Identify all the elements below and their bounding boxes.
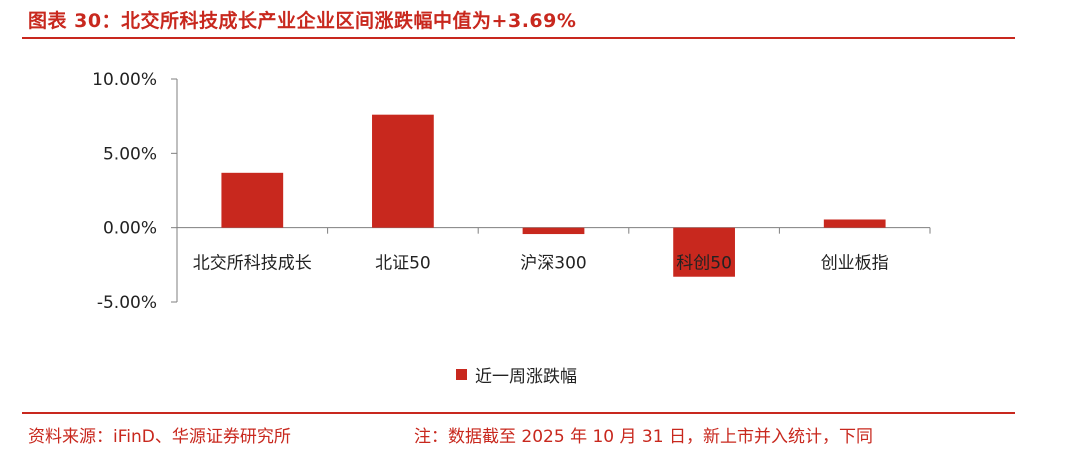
bar bbox=[221, 172, 284, 228]
bar bbox=[522, 227, 585, 235]
category-label: 北证50 bbox=[375, 254, 431, 274]
category-label: 沪深300 bbox=[520, 254, 586, 274]
bottom-rule bbox=[22, 412, 1015, 414]
bar bbox=[372, 114, 434, 228]
category-label: 科创50 bbox=[676, 254, 732, 274]
legend-label: 近一周涨跌幅 bbox=[475, 367, 577, 387]
chart-bars bbox=[221, 114, 886, 277]
y-tick-label: 10.00% bbox=[92, 70, 157, 90]
top-rule bbox=[22, 37, 1015, 39]
bar bbox=[673, 227, 735, 277]
bar bbox=[823, 219, 886, 228]
figure-title: 图表 30：北交所科技成长产业企业区间涨跌幅中值为+3.69% bbox=[28, 10, 577, 32]
y-tick-labels: 10.00% 5.00% 0.00% -5.00% bbox=[92, 70, 157, 313]
legend-swatch bbox=[456, 369, 467, 380]
data-note: 注：数据截至 2025 年 10 月 31 日，新上市并入统计，下同 bbox=[414, 427, 873, 447]
category-label: 创业板指 bbox=[821, 254, 889, 274]
y-tick-label: 5.00% bbox=[103, 144, 157, 164]
source-note: 资料来源：iFinD、华源证券研究所 bbox=[28, 427, 291, 447]
y-tick-label: 0.00% bbox=[103, 219, 157, 239]
x-category-labels: 北交所科技成长 北证50 沪深300 科创50 创业板指 bbox=[193, 254, 889, 274]
chart-legend: 近一周涨跌幅 bbox=[456, 362, 577, 387]
y-tick-label: -5.00% bbox=[97, 293, 157, 313]
category-label: 北交所科技成长 bbox=[193, 254, 312, 274]
